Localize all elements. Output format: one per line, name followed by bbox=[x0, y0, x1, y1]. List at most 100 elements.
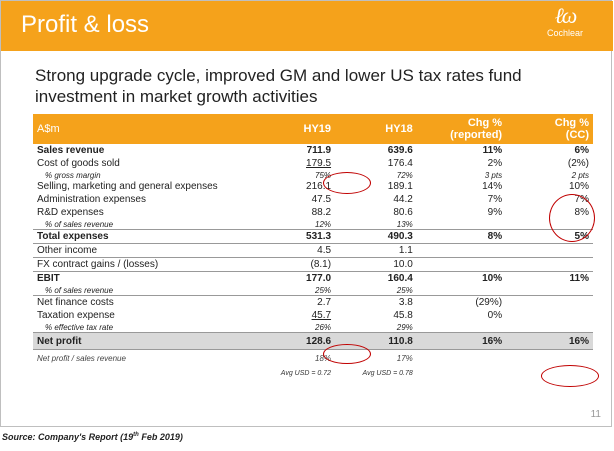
slide: Profit & loss ℓω Cochlear Strong upgrade… bbox=[0, 0, 613, 427]
slide-title: Profit & loss bbox=[21, 11, 150, 38]
table-cell: 128.6 bbox=[253, 332, 336, 350]
table-cell bbox=[506, 349, 593, 366]
fx-note: Avg USD = 0.72 bbox=[280, 369, 332, 377]
table-cell: 47.5 bbox=[311, 194, 332, 205]
row-label: % gross margin bbox=[45, 170, 101, 180]
row-label: Net profit bbox=[33, 332, 254, 350]
highlight-net-profit-cc bbox=[541, 365, 599, 387]
table-cell: 12% bbox=[315, 219, 332, 229]
profit-loss-table: A$m HY19 HY18 Chg % (reported) Chg % (CC… bbox=[33, 114, 593, 380]
table-cell: 10.0 bbox=[335, 257, 417, 272]
table-row: FX contract gains / (losses) (8.1) 10.0 bbox=[33, 257, 593, 272]
table-cell: 3.8 bbox=[335, 295, 417, 309]
table-row: Sales revenue 711.9 639.6 11% 6% bbox=[33, 144, 593, 157]
table-cell: 9% bbox=[487, 207, 503, 218]
table-row: Net profit 128.6 110.8 16% 16% bbox=[33, 332, 593, 350]
table-row: Selling, marketing and general expenses 2… bbox=[33, 180, 593, 193]
row-label: Total expenses bbox=[33, 229, 254, 244]
source-suffix: Feb 2019) bbox=[138, 432, 183, 442]
header-chg-reported: Chg % (reported) bbox=[416, 114, 507, 144]
table-cell bbox=[33, 366, 253, 380]
table-cell bbox=[506, 243, 593, 258]
table-cell: 1.1 bbox=[335, 243, 417, 258]
table-cell: 14% bbox=[482, 181, 503, 192]
table-cell: 4.5 bbox=[253, 243, 336, 258]
table-cell: 11% bbox=[506, 271, 593, 285]
table-cell: 711.9 bbox=[306, 145, 332, 156]
table-cell: 10% bbox=[568, 181, 589, 192]
table-row: % effective tax rate 26% 29% bbox=[33, 322, 593, 333]
table-cell: 25% bbox=[315, 285, 332, 295]
row-label: FX contract gains / (losses) bbox=[33, 257, 254, 272]
table-cell: 44.2 bbox=[393, 194, 413, 205]
table-cell: 639.6 bbox=[387, 145, 413, 156]
table-cell: 2.7 bbox=[253, 295, 336, 309]
table-row: Net profit / sales revenue 18% 17% bbox=[33, 349, 593, 366]
table-row: Cost of goods sold 179.5 176.4 2% (2%) bbox=[33, 157, 593, 170]
table-cell bbox=[506, 295, 593, 309]
logo-text: Cochlear bbox=[546, 28, 584, 38]
row-label: Cost of goods sold bbox=[37, 158, 120, 169]
table-cell: 18% bbox=[253, 349, 336, 366]
table-cell: (2%) bbox=[567, 158, 589, 169]
row-label: Net finance costs bbox=[33, 295, 254, 309]
table-cell: 7% bbox=[487, 194, 503, 205]
highlight-gross-margin bbox=[323, 172, 371, 194]
table-cell: 0% bbox=[487, 310, 503, 321]
table-cell: 3 pts bbox=[484, 170, 503, 180]
highlight-cc-expenses bbox=[549, 194, 595, 242]
table-row: % of sales revenue 25% 25% bbox=[33, 285, 593, 296]
table-cell: 16% bbox=[506, 332, 593, 350]
table-cell: 26% bbox=[315, 322, 332, 332]
table-cell: 16% bbox=[416, 332, 507, 350]
fx-note-row: Avg USD = 0.72 Avg USD = 0.78 bbox=[33, 366, 593, 380]
table-cell: 45.8 bbox=[393, 310, 413, 321]
table-cell: 2 pts bbox=[571, 170, 589, 180]
row-label: Taxation expense bbox=[37, 310, 115, 321]
header-bar: Profit & loss ℓω Cochlear bbox=[1, 1, 613, 51]
table-cell: 72% bbox=[396, 170, 413, 180]
row-label: EBIT bbox=[33, 271, 254, 285]
row-label: % effective tax rate bbox=[45, 322, 114, 332]
table-row: % gross margin 75% 72% 3 pts 2 pts bbox=[33, 170, 593, 180]
table-cell: 216.1 bbox=[306, 181, 332, 192]
row-label: Other income bbox=[33, 243, 254, 258]
page-number: 11 bbox=[590, 409, 601, 420]
table-cell: 75% bbox=[315, 170, 332, 180]
table-row: Taxation expense 45.7 45.8 0% bbox=[33, 309, 593, 322]
table-cell: 13% bbox=[396, 219, 413, 229]
table-row: EBIT 177.0 160.4 10% 11% bbox=[33, 271, 593, 285]
row-label: % of sales revenue bbox=[45, 219, 114, 229]
table-row: Administration expenses 47.5 44.2 7% 7% bbox=[33, 193, 593, 206]
cochlear-logo: ℓω Cochlear bbox=[535, 5, 595, 45]
row-label: % of sales revenue bbox=[45, 285, 114, 295]
table-cell: 8% bbox=[416, 229, 507, 244]
table-cell bbox=[506, 257, 593, 272]
table-cell: 6% bbox=[574, 145, 589, 156]
fx-note: Avg USD = 0.78 bbox=[362, 369, 413, 377]
table-cell: 2% bbox=[487, 158, 503, 169]
table-header-row: A$m HY19 HY18 Chg % (reported) Chg % (CC… bbox=[33, 114, 593, 144]
table-cell: (8.1) bbox=[253, 257, 336, 272]
table-cell: 176.4 bbox=[387, 158, 413, 169]
table-row: R&D expenses 88.2 80.6 9% 8% bbox=[33, 206, 593, 219]
table-cell bbox=[417, 322, 506, 333]
table-cell: 177.0 bbox=[253, 271, 336, 285]
row-label: Selling, marketing and general expenses bbox=[37, 181, 218, 192]
logo-mark: ℓω bbox=[554, 3, 578, 28]
table-cell: 25% bbox=[396, 285, 413, 295]
table-cell: 88.2 bbox=[311, 207, 332, 218]
table-cell bbox=[416, 257, 507, 272]
table-cell: 29% bbox=[396, 322, 413, 332]
table-cell bbox=[416, 349, 507, 366]
table-cell bbox=[417, 366, 506, 380]
table-cell: 179.5 bbox=[306, 158, 332, 169]
table-cell bbox=[416, 243, 507, 258]
table-cell bbox=[506, 285, 593, 296]
table-cell: 160.4 bbox=[335, 271, 417, 285]
table-cell bbox=[506, 309, 593, 322]
source-superscript: th bbox=[133, 432, 139, 438]
table-row: Net finance costs 2.7 3.8 (29%) bbox=[33, 295, 593, 309]
table-cell: 189.1 bbox=[387, 181, 413, 192]
table-body: Sales revenue 711.9 639.6 11% 6% Cost of good… bbox=[33, 144, 593, 380]
